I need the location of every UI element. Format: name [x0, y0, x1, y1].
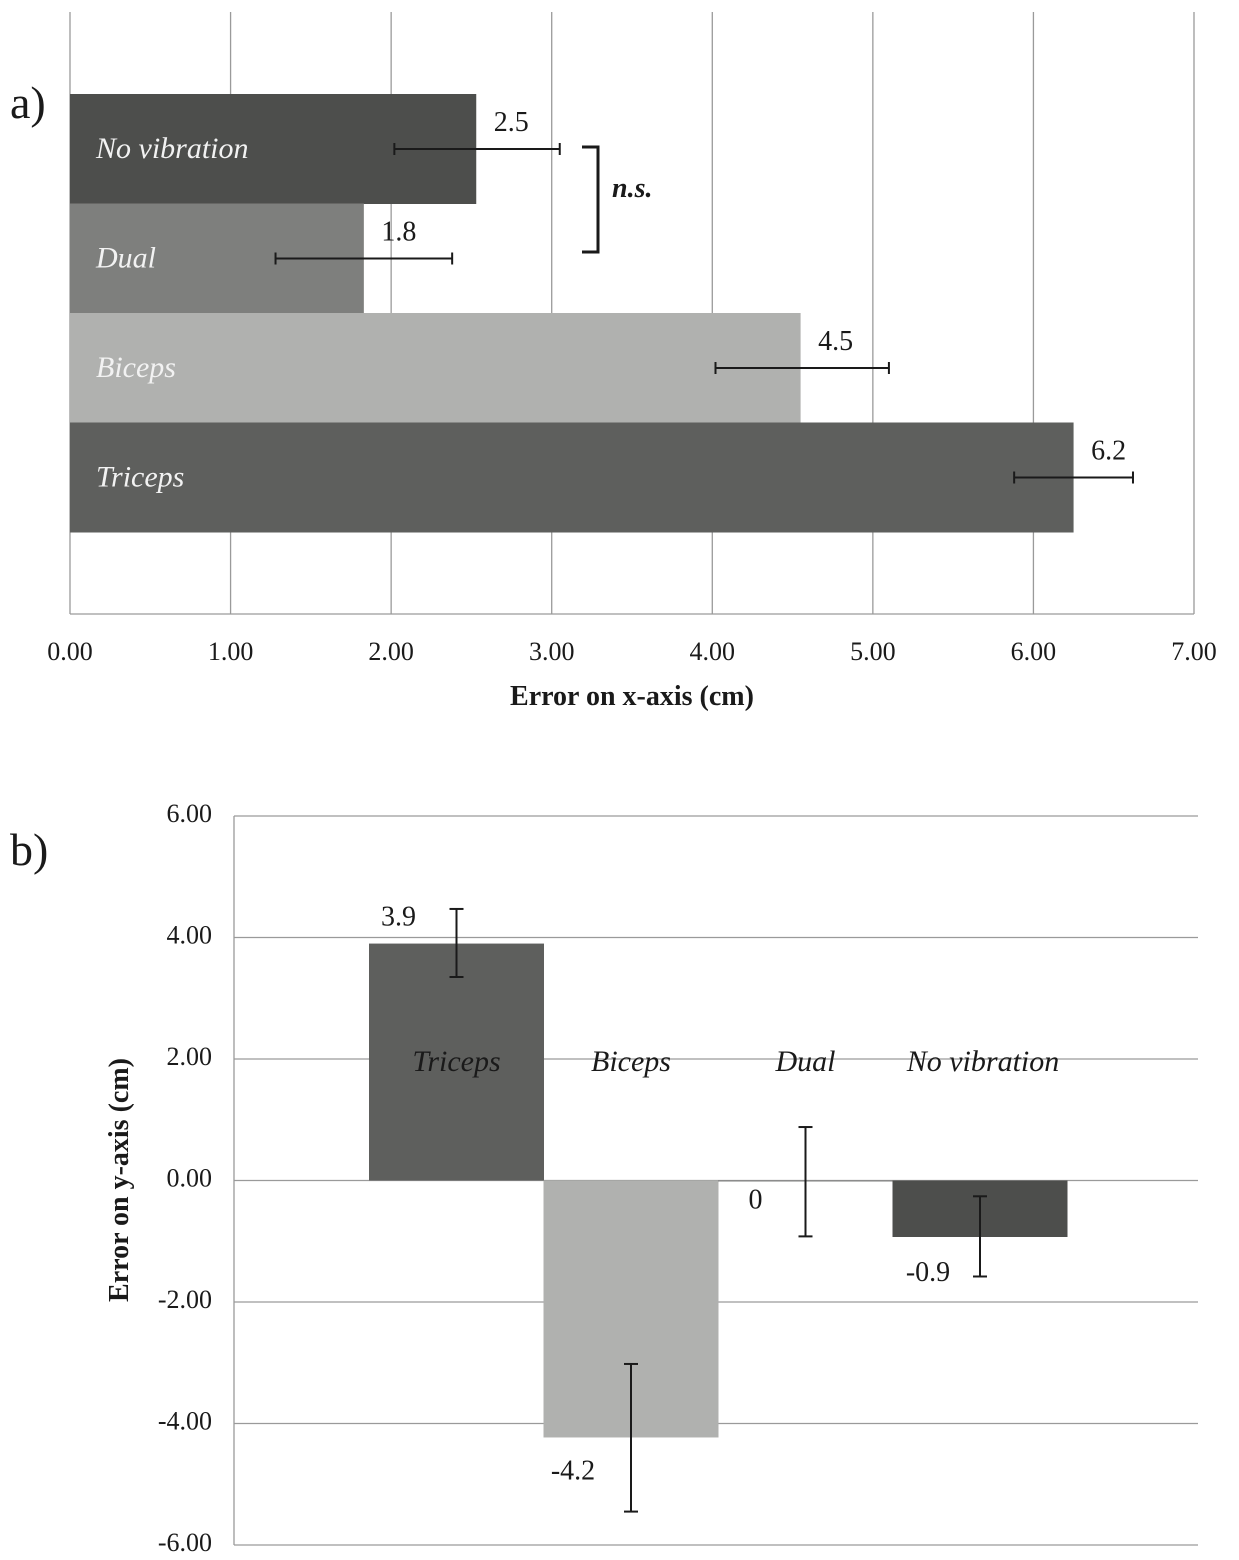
x-tick-label: 2.00: [368, 637, 414, 666]
panel-b-error-bars: [449, 907, 987, 1513]
panel-a-label: a): [10, 77, 46, 128]
panel-b-tick-labels: 6.00 4.00 2.00 0.00 -2.00 -4.00 -6.00: [158, 799, 212, 1557]
category-label: No vibration: [906, 1045, 1060, 1078]
panel-b-data-labels: 3.9 -4.2 0 -0.9: [381, 902, 950, 1487]
category-label: No vibration: [95, 132, 249, 165]
panel-a-significance-bracket: n.s.: [582, 145, 652, 254]
category-label: Biceps: [591, 1045, 671, 1078]
data-label: 2.5: [494, 107, 529, 138]
panel-a-tick-labels: 0.00 1.00 2.00 3.00 4.00 5.00 6.00 7.00: [47, 637, 1217, 666]
category-label: Triceps: [96, 460, 184, 493]
panel-b-category-labels: Triceps Biceps Dual No vibration: [412, 1045, 1059, 1078]
panel-b-label: b): [10, 824, 48, 875]
x-tick-label: 3.00: [529, 637, 575, 666]
significance-annotation: n.s.: [612, 173, 652, 204]
y-tick-label: 2.00: [167, 1042, 213, 1071]
bar-biceps: [70, 313, 801, 423]
x-tick-label: 4.00: [690, 637, 736, 666]
y-tick-label: -2.00: [158, 1285, 212, 1314]
panel-a-category-labels: No vibration Dual Biceps Triceps: [95, 132, 249, 494]
bar-triceps: [70, 422, 1074, 533]
y-tick-label: 6.00: [167, 799, 213, 828]
y-tick-label: -6.00: [158, 1528, 212, 1557]
panel-b-y-axis-title: Error on y-axis (cm): [104, 1058, 135, 1302]
x-tick-label: 1.00: [208, 637, 254, 666]
x-tick-label: 0.00: [47, 637, 93, 666]
category-label: Dual: [95, 241, 156, 274]
significance-bracket: [582, 145, 600, 254]
data-label: 0: [749, 1185, 763, 1216]
panel-a-error-bars: [274, 143, 1134, 484]
panel-a-data-labels: 2.5 1.8 4.5 6.2: [381, 107, 1126, 467]
category-label: Triceps: [412, 1045, 500, 1078]
data-label: -4.2: [551, 1455, 595, 1486]
y-tick-label: 0.00: [167, 1163, 213, 1192]
panel-a-x-axis-title: Error on x-axis (cm): [510, 681, 754, 712]
x-tick-label: 5.00: [850, 637, 896, 666]
bar-triceps: [369, 943, 544, 1181]
x-tick-label: 6.00: [1011, 637, 1057, 666]
data-label: 1.8: [381, 217, 416, 248]
panel-a-horizontal-bar-chart: a) No vibration Dual Biceps Triceps 2.5 1.8 4…: [10, 12, 1217, 712]
category-label: Biceps: [96, 351, 176, 384]
data-label: 3.9: [381, 902, 416, 933]
data-label: 6.2: [1091, 436, 1126, 467]
panel-b-vertical-bar-chart: b) Triceps Biceps Dual No vibration 3.9 -4.2…: [10, 799, 1198, 1557]
panel-b-bars: [369, 943, 1068, 1438]
data-label: -0.9: [906, 1257, 950, 1288]
y-tick-label: 4.00: [167, 920, 213, 949]
y-tick-label: -4.00: [158, 1406, 212, 1435]
data-label: 4.5: [818, 326, 853, 357]
x-tick-label: 7.00: [1171, 637, 1217, 666]
category-label: Dual: [775, 1045, 836, 1078]
